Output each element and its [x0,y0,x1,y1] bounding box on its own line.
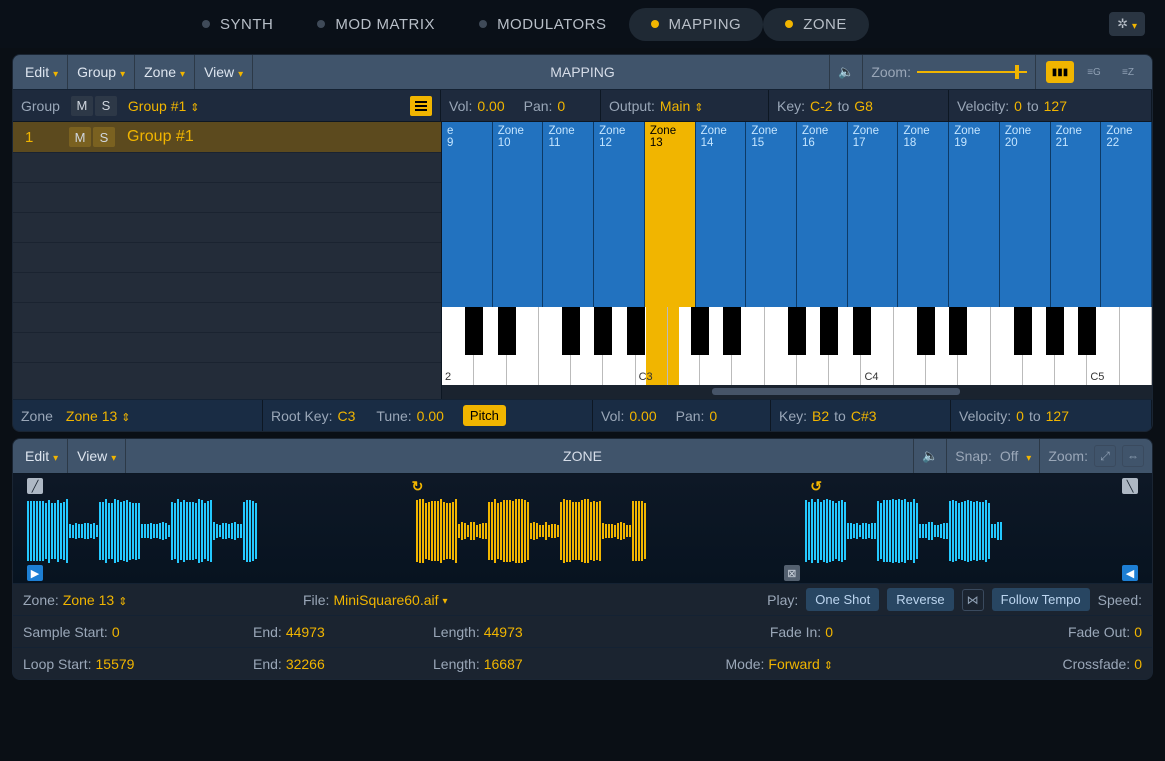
zone-column[interactable]: Zone14 [696,122,747,307]
tab-mapping[interactable]: MAPPING [629,8,764,41]
zone-title: ZONE [563,448,602,464]
loop-row: Loop Start:15579 End:32266 Length:16687 … [13,647,1152,679]
zone-column[interactable]: Zone13 [645,122,696,307]
loop-end-flag-icon[interactable]: ⊠ [784,565,800,581]
loop-mode-select[interactable]: Forward [768,656,833,672]
fade-in-marker[interactable]: ╱ [27,478,43,494]
pitch-button[interactable]: Pitch [463,405,506,426]
view-mode-piano[interactable]: ▮▮▮ [1046,61,1074,83]
zoom-buttons: Zoom: ⤢ ⇔ [1039,439,1152,473]
status-dot-icon [317,20,325,28]
zoom-slider[interactable] [917,71,1027,73]
zone-column[interactable]: Zone18 [898,122,949,307]
status-dot-icon [479,20,487,28]
zone-panel: EditView ZONE 🔈 Snap: Off Zoom: ⤢ ⇔ ╱ ╲ … [12,438,1153,680]
zone-column[interactable]: Zone20 [1000,122,1051,307]
view-mode-zone[interactable]: ≡Z [1114,61,1142,83]
zoom-horizontal-icon[interactable]: ⇔ [1122,445,1144,467]
fade-out-marker[interactable]: ╲ [1122,478,1138,494]
menu-zone[interactable]: Zone [135,55,195,89]
tab-synth[interactable]: SYNTH [180,8,295,41]
zoom-fit-icon[interactable]: ⤢ [1094,445,1116,467]
horizontal-scrollbar[interactable] [442,385,1152,399]
one-shot-button[interactable]: One Shot [806,588,879,611]
play-from-start-button[interactable]: ▶ [27,565,43,581]
mapping-title: MAPPING [550,64,615,80]
tab-zone[interactable]: ZONE [763,8,869,41]
follow-tempo-button[interactable]: Follow Tempo [992,588,1090,611]
zone-column[interactable]: Zone12 [594,122,645,307]
menu-view[interactable]: View [195,55,253,89]
zone-column[interactable]: Zone19 [949,122,1000,307]
menu-group[interactable]: Group [68,55,135,89]
speaker-icon[interactable]: 🔈 [913,439,946,473]
group-name-select[interactable]: Group #1 [128,98,405,114]
piano-keyboard[interactable]: 2C3C4C5 [442,307,1152,385]
menu-edit[interactable]: Edit [13,439,68,473]
zone-column[interactable]: Zone11 [543,122,594,307]
zone-column[interactable]: Zone21 [1051,122,1102,307]
waveform-area[interactable]: ╱ ╲ ↻ ↺ ▶ ⊠ ◀ [13,473,1152,583]
zone-column[interactable]: Zone17 [848,122,899,307]
menu-edit[interactable]: Edit [13,55,68,89]
group-mute-button[interactable]: M [71,96,93,116]
gear-icon: ✲ [1117,16,1128,32]
gear-menu[interactable]: ✲ [1109,12,1145,36]
zone-strip[interactable]: e9Zone10Zone11Zone12Zone13Zone14Zone15Zo… [442,122,1152,307]
zoom-control[interactable]: Zoom: [862,55,1035,89]
zone-param-bar: Zone Zone 13 Root Key:C3 Tune:0.00 Pitch… [13,399,1152,431]
file-dropdown-icon[interactable] [443,592,448,607]
zone-column[interactable]: Zone10 [493,122,544,307]
top-tab-bar: SYNTHMOD MATRIXMODULATORSMAPPINGZONE ✲ [0,0,1165,48]
status-dot-icon [202,20,210,28]
group-list: 1 M S Group #1 [13,122,441,399]
view-mode-group[interactable]: ≡G [1080,61,1108,83]
mapping-panel: EditGroupZoneView MAPPING 🔈 Zoom: ▮▮▮ ≡G… [12,54,1153,432]
group-row[interactable]: 1 M S Group #1 [13,122,441,152]
flex-icon[interactable]: ⋈ [962,589,984,611]
row-mute-button[interactable]: M [69,127,91,147]
reverse-button[interactable]: Reverse [887,588,953,611]
snap-select[interactable]: Snap: Off [946,439,1039,473]
zone-menubar: EditView ZONE 🔈 Snap: Off Zoom: ⤢ ⇔ [13,439,1152,473]
zone-select[interactable]: Zone 13 [66,408,131,424]
play-from-end-button[interactable]: ◀ [1122,565,1138,581]
menu-view[interactable]: View [68,439,126,473]
status-dot-icon [651,20,659,28]
zone-column[interactable]: e9 [442,122,493,307]
sample-row: Sample Start:0 End:44973 Length:44973 Fa… [13,615,1152,647]
speaker-icon[interactable]: 🔈 [829,55,862,89]
loop-end-marker[interactable]: ↺ [810,478,826,494]
zone-name-select[interactable]: Zone 13 [63,592,128,608]
zone-column[interactable]: Zone16 [797,122,848,307]
tab-modulators[interactable]: MODULATORS [457,8,628,41]
mapping-menubar: EditGroupZoneView MAPPING 🔈 Zoom: ▮▮▮ ≡G… [13,55,1152,89]
row-solo-button[interactable]: S [93,127,115,147]
status-dot-icon [785,20,793,28]
group-param-bar: Group M S Group #1 Vol:0.00 Pan:0 Output… [13,89,1152,121]
group-solo-button[interactable]: S [95,96,117,116]
group-list-toggle[interactable] [410,96,432,116]
loop-start-marker[interactable]: ↻ [412,478,428,494]
tab-mod-matrix[interactable]: MOD MATRIX [295,8,457,41]
zone-meta-row: Zone: Zone 13 File: MiniSquare60.aif Pla… [13,583,1152,615]
chevron-down-icon [1132,17,1137,32]
zone-column[interactable]: Zone22 [1101,122,1152,307]
zone-column[interactable]: Zone15 [746,122,797,307]
output-select[interactable]: Main [660,98,704,114]
